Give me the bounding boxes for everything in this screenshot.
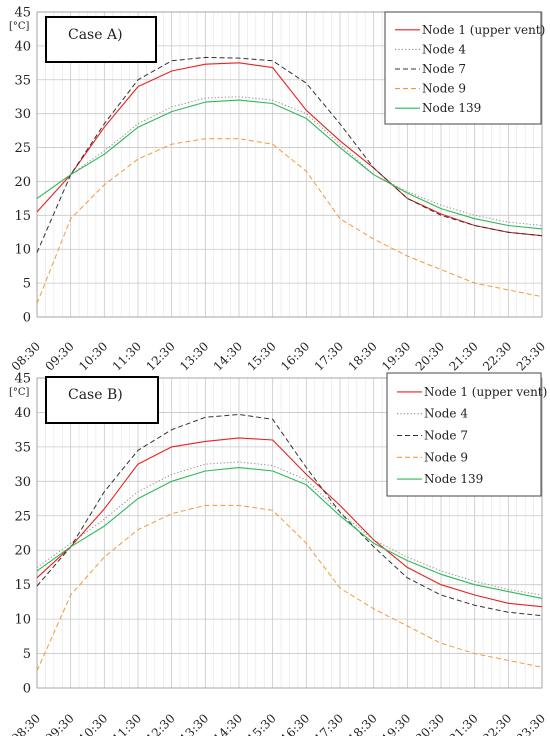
y-tick-label: 30 — [14, 475, 31, 490]
legend-label: Node 9 — [424, 450, 468, 464]
x-tick-label: 22:30 — [480, 339, 514, 373]
series-line-node-7 — [36, 414, 543, 617]
x-tick-label: 18:30 — [345, 711, 379, 736]
x-tick-label: 09:30 — [42, 711, 76, 736]
chart-panel-2: 0 5 10 15 20 25 30 35 40 45[°C] 08:30 09:30 10:30 11:… — [9, 372, 548, 740]
y-tick-label: 15 — [14, 578, 31, 593]
case-label: Case A) — [68, 27, 123, 43]
legend-label: Node 9 — [422, 82, 466, 96]
x-tick-label: 08:30 — [9, 711, 43, 736]
x-tick-label: 20:30 — [413, 711, 447, 736]
x-tick-label: 13:30 — [177, 711, 211, 736]
case-label-box — [45, 16, 157, 63]
y-tick-label: 5 — [23, 647, 31, 662]
x-tick-label: 14:30 — [211, 711, 245, 736]
series-line-node-139 — [36, 467, 543, 599]
series-line-node-9 — [36, 138, 543, 304]
x-tick-label: 16:30 — [278, 339, 312, 373]
y-axis-label: [°C] — [9, 21, 30, 32]
x-tick-label: 09:30 — [42, 339, 76, 373]
case-label-box — [45, 376, 159, 424]
x-tick-label: 11:30 — [110, 339, 144, 373]
y-tick-label: 10 — [14, 243, 31, 258]
x-tick-label: 11:30 — [110, 711, 144, 736]
y-tick-label: 45 — [14, 372, 31, 387]
x-tick-label: 10:30 — [76, 339, 110, 373]
y-tick-label: 25 — [14, 509, 31, 524]
case-label: Case B) — [68, 387, 123, 403]
y-tick-label: 10 — [14, 613, 31, 628]
y-tick-label: 5 — [23, 277, 31, 292]
legend-label: Node 7 — [422, 62, 466, 76]
legend-label: Node 1 (upper vent) — [424, 385, 547, 399]
plot-frame — [36, 377, 543, 689]
x-tick-label: 22:30 — [480, 711, 514, 736]
y-tick-label: 0 — [23, 682, 31, 697]
legend-label: Node 139 — [422, 101, 481, 115]
y-tick-label: 25 — [14, 141, 31, 156]
legend-label: Node 4 — [422, 42, 466, 56]
y-tick-label: 20 — [14, 175, 31, 190]
x-tick-label: 19:30 — [379, 339, 413, 373]
legend-label: Node 7 — [424, 429, 468, 443]
x-tick-label: 15:30 — [244, 339, 278, 373]
x-tick-label: 17:30 — [312, 339, 346, 373]
x-tick-label: 14:30 — [211, 339, 245, 373]
legend-label: Node 4 — [424, 407, 468, 421]
x-tick-label: 12:30 — [143, 711, 177, 736]
x-tick-label: 18:30 — [345, 339, 379, 373]
x-tick-label: 13:30 — [177, 339, 211, 373]
x-tick-label: 21:30 — [446, 711, 480, 736]
y-tick-label: 35 — [14, 73, 31, 88]
x-tick-label: 08:30 — [9, 339, 43, 373]
y-tick-label: 15 — [14, 209, 31, 224]
x-tick-label: 16:30 — [278, 711, 312, 736]
legend-label: Node 139 — [424, 472, 483, 486]
x-tick-label: 20:30 — [413, 339, 447, 373]
series-line-node-9 — [36, 504, 543, 672]
x-tick-label: 15:30 — [244, 711, 278, 736]
x-tick-label: 17:30 — [312, 711, 346, 736]
x-tick-label: 21:30 — [446, 339, 480, 373]
legend-box — [384, 11, 542, 125]
x-tick-label: 12:30 — [143, 339, 177, 373]
x-tick-label: 10:30 — [76, 711, 110, 736]
x-tick-label: 23:30 — [514, 711, 548, 736]
series-line-node-1-upper-vent — [36, 62, 543, 237]
chart-panel-1: 0 5 10 15 20 25 30 35 40 45[°C] 08:30 09:30 10:30 11:… — [9, 6, 548, 374]
x-tick-label: 19:30 — [379, 711, 413, 736]
series-line-node-1-upper-vent — [36, 437, 543, 608]
series-line-node-7 — [36, 56, 543, 253]
y-axis-label: [°C] — [9, 387, 30, 398]
y-tick-label: 0 — [23, 311, 31, 326]
y-tick-label: 40 — [14, 39, 31, 54]
y-tick-label: 40 — [14, 406, 31, 421]
legend-label: Node 1 (upper vent) — [422, 23, 545, 37]
legend-box — [386, 372, 542, 497]
y-tick-label: 20 — [14, 544, 31, 559]
y-tick-label: 45 — [14, 6, 31, 21]
plot-frame — [36, 11, 543, 318]
y-tick-label: 30 — [14, 107, 31, 122]
x-tick-label: 23:30 — [514, 339, 548, 373]
series-line-node-139 — [36, 99, 543, 230]
y-tick-label: 35 — [14, 440, 31, 455]
